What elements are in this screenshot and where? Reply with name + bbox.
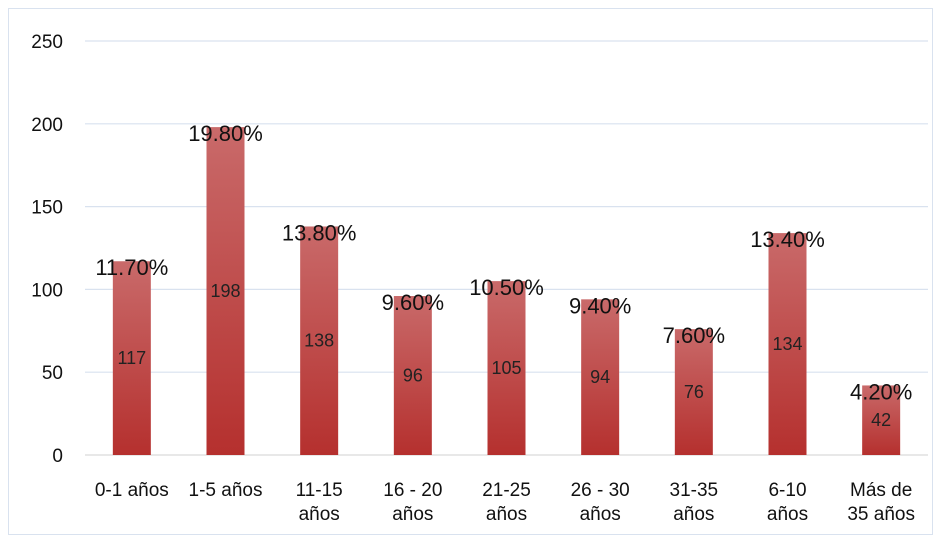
bars [112, 127, 901, 455]
x-category-label-line: 0-1 años [95, 480, 169, 501]
x-category-label: 0-1 años [95, 480, 169, 501]
x-category-label: 26 - 30 años [571, 480, 630, 525]
x-category-label: Más de 35 años [847, 480, 915, 525]
x-category-label: 31-35 años [670, 480, 719, 525]
bar-percent-label: 9.60% [382, 290, 444, 315]
x-category-label-line: años [673, 504, 714, 525]
y-tick-label: 50 [42, 363, 63, 384]
x-category-label: 21-25 años [482, 480, 531, 525]
bar-value-label: 105 [491, 358, 521, 378]
bar-percent-label: 19.80% [188, 121, 263, 146]
bar [581, 299, 620, 455]
bar [487, 281, 526, 455]
x-category-label-line: 21-25 [482, 480, 531, 501]
bar [674, 329, 713, 455]
y-tick-label: 0 [52, 446, 63, 467]
bar [300, 226, 339, 455]
y-tick-label: 200 [31, 115, 63, 136]
x-category-label-line: años [299, 504, 340, 525]
bar-percent-label: 4.20% [850, 379, 912, 404]
x-category-label: 11-15 años [296, 480, 343, 525]
bar [862, 385, 901, 455]
x-category-label: 6-10 años [767, 480, 808, 525]
bar-value-label: 42 [871, 410, 891, 430]
percent-labels: 11.70% 19.80% 13.80% 9.60% 10.50% 9.40% 7.60% 1… [95, 121, 912, 404]
x-category-label-line: 16 - 20 [383, 480, 442, 501]
bar-percent-label: 11.70% [95, 255, 168, 280]
bar-percent-label: 13.40% [750, 227, 825, 252]
bar-value-label: 134 [772, 334, 802, 354]
bar [112, 261, 151, 455]
bar-value-label: 198 [210, 281, 240, 301]
x-category-label: 1-5 años [189, 480, 263, 501]
bar-percent-label: 10.50% [469, 275, 544, 300]
x-category-label-line: Más de [850, 480, 912, 501]
bar-value-label: 94 [590, 367, 610, 387]
y-tick-label: 150 [31, 198, 63, 219]
x-category-label-line: años [486, 504, 527, 525]
bar-value-label: 96 [403, 366, 423, 386]
bar [768, 233, 807, 455]
value-labels: 117 198 138 96 105 94 76 134 42 [117, 281, 891, 430]
x-category-label-line: años [580, 504, 621, 525]
y-tick-label: 100 [31, 280, 63, 301]
x-category-label-line: 31-35 [670, 480, 719, 501]
x-category-label-line: 26 - 30 [571, 480, 630, 501]
x-category-label: 16 - 20 años [383, 480, 442, 525]
x-category-label-line: 6-10 [768, 480, 806, 501]
bar [206, 127, 245, 455]
bar-percent-label: 7.60% [663, 323, 725, 348]
bar-percent-label: 13.80% [282, 220, 357, 245]
y-axis-tick-labels: 0 50 100 150 200 250 [31, 32, 63, 467]
bar-percent-label: 9.40% [569, 293, 631, 318]
x-category-label-line: 35 años [847, 504, 915, 525]
bar [393, 296, 432, 455]
bar-value-label: 117 [117, 348, 146, 368]
x-category-label-line: 1-5 años [189, 480, 263, 501]
bar-value-label: 138 [304, 331, 334, 351]
x-category-label-line: años [767, 504, 808, 525]
y-tick-label: 250 [31, 32, 63, 53]
x-category-label-line: 11-15 [296, 480, 343, 501]
bar-value-label: 76 [684, 382, 704, 402]
x-category-label-line: años [392, 504, 433, 525]
